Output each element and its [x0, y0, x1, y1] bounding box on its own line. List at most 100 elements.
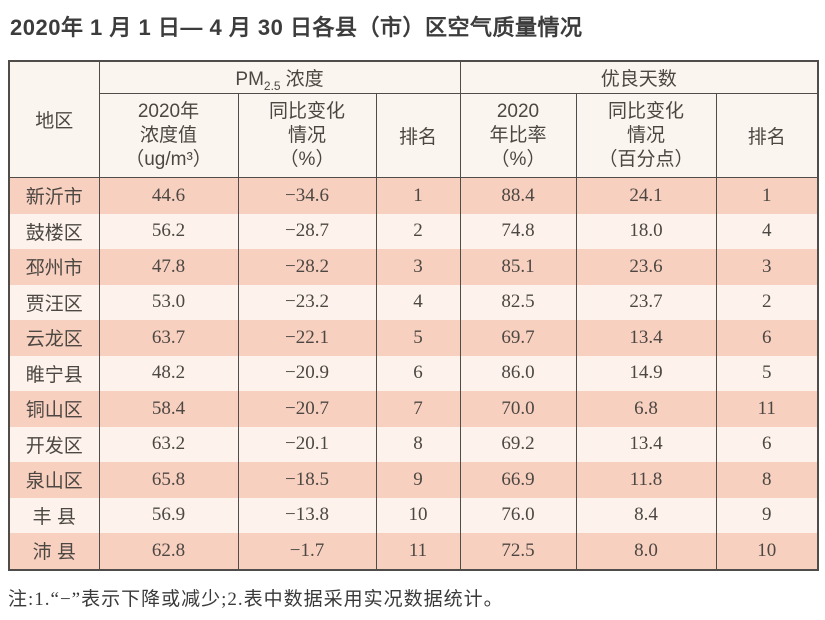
cell-pm25-value: 56.2 — [98, 213, 239, 249]
cell-pm25-rank: 10 — [375, 497, 461, 533]
cell-pm25-value: 63.7 — [98, 320, 239, 356]
cell-region: 邳州市 — [8, 249, 100, 285]
cell-region: 云龙区 — [8, 320, 100, 356]
cell-pm25-value: 65.8 — [98, 462, 239, 498]
cell-pm25-change: −22.1 — [237, 320, 377, 356]
cell-good-ratio: 85.1 — [459, 249, 577, 285]
cell-good-change: 8.0 — [575, 533, 717, 570]
cell-good-rank: 2 — [715, 284, 819, 320]
table-header: 地区 PM2.5 浓度 优良天数 2020年 浓度值 （ug/m³） 同比变化 情… — [8, 60, 819, 178]
table-row: 泉山区 65.8 −18.5 9 66.9 11.8 8 — [8, 462, 819, 498]
table-row: 邳州市 47.8 −28.2 3 85.1 23.6 3 — [8, 249, 819, 285]
table-row: 新沂市 44.6 −34.6 1 88.4 24.1 1 — [8, 177, 819, 214]
cell-region: 沛 县 — [8, 533, 100, 570]
header-rank-label: 排名 — [398, 127, 437, 148]
cell-region: 丰 县 — [8, 497, 100, 533]
cell-pm25-value: 47.8 — [98, 249, 239, 285]
cell-region: 铜山区 — [8, 391, 100, 427]
cell-pm25-change: −18.5 — [237, 462, 377, 498]
cell-pm25-value: 44.6 — [98, 177, 239, 214]
cell-good-ratio: 88.4 — [459, 177, 577, 214]
cell-good-change: 6.8 — [575, 391, 717, 427]
table-row: 贾汪区 53.0 −23.2 4 82.5 23.7 2 — [8, 284, 819, 320]
footnote: 注:1.“−”表示下降或减少;2.表中数据采用实况数据统计。 — [8, 589, 504, 610]
pm25-prefix: PM — [235, 69, 264, 90]
cell-good-ratio: 76.0 — [459, 497, 577, 533]
header-line: 情况 — [287, 124, 326, 146]
header-line: 同比变化 — [268, 100, 345, 122]
header-line: 情况 — [626, 124, 665, 146]
table-row: 鼓楼区 56.2 −28.7 2 74.8 18.0 4 — [8, 213, 819, 249]
cell-pm25-value: 58.4 — [98, 391, 239, 427]
header-line: （ug/m³） — [125, 148, 212, 170]
header-region-label: 地区 — [35, 111, 74, 132]
table-body: 新沂市 44.6 −34.6 1 88.4 24.1 1 鼓楼区 56.2 −28.7 2 74.8 1… — [8, 177, 819, 570]
header-line: （%） — [279, 148, 335, 170]
cell-good-ratio: 74.8 — [459, 213, 577, 249]
cell-good-change: 23.6 — [575, 249, 717, 285]
header-good-days-group: 优良天数 — [459, 60, 819, 94]
cell-good-change: 14.9 — [575, 355, 717, 391]
cell-good-ratio: 70.0 — [459, 391, 577, 427]
header-line: 2020年 — [137, 100, 200, 122]
cell-good-rank: 5 — [715, 355, 819, 391]
cell-pm25-rank: 1 — [375, 177, 461, 214]
cell-pm25-change: −1.7 — [237, 533, 377, 570]
table-row: 睢宁县 48.2 −20.9 6 86.0 14.9 5 — [8, 355, 819, 391]
cell-region: 泉山区 — [8, 462, 100, 498]
header-line: 2020 — [496, 100, 540, 122]
cell-good-change: 18.0 — [575, 213, 717, 249]
cell-region: 开发区 — [8, 426, 100, 462]
cell-good-rank: 9 — [715, 497, 819, 533]
cell-region: 鼓楼区 — [8, 213, 100, 249]
cell-good-rank: 10 — [715, 533, 819, 570]
table-row: 开发区 63.2 −20.1 8 69.2 13.4 6 — [8, 426, 819, 462]
cell-good-change: 11.8 — [575, 462, 717, 498]
good-days-label: 优良天数 — [600, 69, 677, 90]
cell-good-change: 8.4 — [575, 497, 717, 533]
cell-pm25-value: 62.8 — [98, 533, 239, 570]
cell-pm25-value: 63.2 — [98, 426, 239, 462]
cell-pm25-rank: 6 — [375, 355, 461, 391]
cell-good-rank: 11 — [715, 391, 819, 427]
cell-pm25-rank: 9 — [375, 462, 461, 498]
table-row: 丰 县 56.9 −13.8 10 76.0 8.4 9 — [8, 497, 819, 533]
air-quality-table: 地区 PM2.5 浓度 优良天数 2020年 浓度值 （ug/m³） 同比变化 情… — [8, 60, 820, 571]
page-title: 2020年 1 月 1 日— 4 月 30 日各县（市）区空气质量情况 — [10, 15, 583, 40]
cell-good-rank: 6 — [715, 320, 819, 356]
cell-good-ratio: 82.5 — [459, 284, 577, 320]
cell-good-rank: 3 — [715, 249, 819, 285]
cell-good-ratio: 69.2 — [459, 426, 577, 462]
header-good-change: 同比变化 情况 （百分点） — [575, 93, 717, 178]
header-rank-label: 排名 — [747, 127, 786, 148]
cell-pm25-change: −13.8 — [237, 497, 377, 533]
cell-pm25-rank: 2 — [375, 213, 461, 249]
header-pm25-value: 2020年 浓度值 （ug/m³） — [98, 93, 239, 178]
cell-good-change: 23.7 — [575, 284, 717, 320]
header-pm25-rank: 排名 — [375, 93, 461, 178]
table-row: 沛 县 62.8 −1.7 11 72.5 8.0 10 — [8, 533, 819, 570]
cell-pm25-rank: 11 — [375, 533, 461, 570]
cell-good-ratio: 66.9 — [459, 462, 577, 498]
cell-pm25-value: 53.0 — [98, 284, 239, 320]
cell-good-change: 13.4 — [575, 320, 717, 356]
cell-good-change: 13.4 — [575, 426, 717, 462]
header-pm25-group: PM2.5 浓度 — [98, 60, 461, 94]
header-line: 同比变化 — [607, 100, 684, 122]
pm25-suffix: 浓度 — [285, 69, 324, 90]
cell-pm25-rank: 8 — [375, 426, 461, 462]
table-row: 云龙区 63.7 −22.1 5 69.7 13.4 6 — [8, 320, 819, 356]
header-good-ratio: 2020 年比率 （%） — [459, 93, 577, 178]
cell-pm25-value: 48.2 — [98, 355, 239, 391]
header-line: 浓度值 — [139, 124, 197, 146]
header-good-rank: 排名 — [715, 93, 819, 178]
header-line: （%） — [490, 148, 546, 170]
cell-pm25-value: 56.9 — [98, 497, 239, 533]
cell-good-ratio: 86.0 — [459, 355, 577, 391]
cell-good-rank: 4 — [715, 213, 819, 249]
cell-pm25-rank: 4 — [375, 284, 461, 320]
cell-pm25-change: −20.1 — [237, 426, 377, 462]
cell-good-ratio: 72.5 — [459, 533, 577, 570]
cell-pm25-rank: 5 — [375, 320, 461, 356]
